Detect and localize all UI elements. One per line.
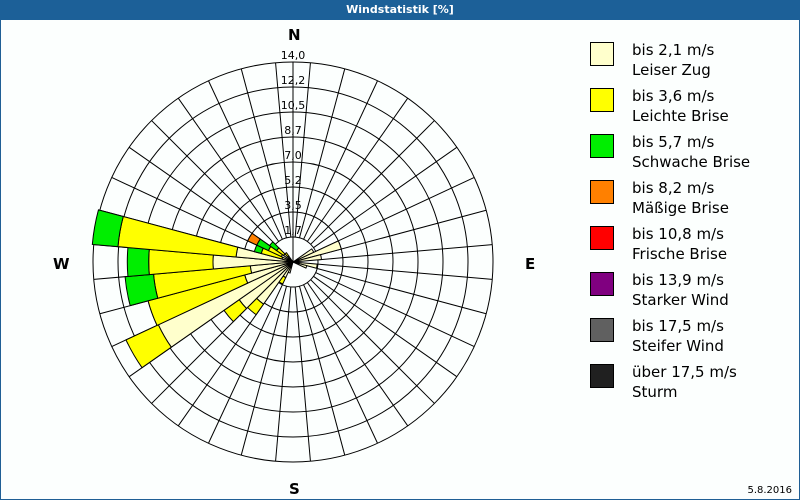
legend-name: Starker Wind — [632, 291, 729, 309]
legend-item: bis 10,8 m/s Frische Brise — [590, 225, 790, 272]
legend-item: bis 8,2 m/s Mäßige Brise — [590, 179, 790, 226]
window-title: Windstatistik [%] — [0, 0, 800, 20]
compass-south-label: S — [289, 480, 300, 498]
grid-spoke — [313, 146, 458, 249]
compass-north-label: N — [288, 26, 301, 44]
grid-spoke — [310, 279, 435, 404]
compass-east-label: E — [525, 255, 536, 273]
grid-spoke — [298, 68, 346, 238]
wind-sector-segment — [268, 241, 280, 252]
radial-tick-label: 5,2 — [284, 174, 302, 187]
radial-tick-label: 7,0 — [284, 149, 302, 162]
wind-rose-plot: 1,7 3,5 5,2 7,0 8,7 10,5 12,2 14,0 — [91, 49, 494, 463]
legend-swatch — [590, 272, 614, 296]
legend-range: bis 2,1 m/s — [632, 41, 715, 59]
legend-item: bis 2,1 m/s Leiser Zug — [590, 41, 790, 88]
grid-spoke — [306, 97, 409, 242]
grid-spoke — [111, 177, 271, 252]
legend-range: bis 17,5 m/s — [632, 317, 724, 335]
legend-range: bis 5,7 m/s — [632, 133, 715, 151]
grid-spoke — [303, 80, 378, 240]
grid-spoke — [298, 286, 346, 456]
wind-sector-segment — [124, 273, 159, 307]
wind-sector-segment — [247, 232, 261, 246]
wind-sector-segment — [292, 253, 323, 263]
wind-rose-chart: 1,7 3,5 5,2 7,0 8,7 10,5 12,2 14,0 N S W E — [0, 20, 800, 500]
grid-spoke — [275, 62, 292, 238]
wind-sector-segment — [284, 251, 290, 258]
grid-spoke — [306, 282, 409, 427]
radial-tick-label: 8,7 — [284, 124, 302, 137]
grid-spoke — [315, 272, 475, 347]
legend-range: bis 8,2 m/s — [632, 179, 715, 197]
radial-tick-label: 1,7 — [284, 224, 302, 237]
legend-swatch — [590, 42, 614, 66]
radial-tick-label: 14,0 — [281, 49, 306, 62]
radial-tick-label: 3,5 — [284, 199, 302, 212]
wind-sector-segment — [292, 240, 342, 263]
legend-swatch — [590, 318, 614, 342]
chart-date: 5.8.2016 — [747, 485, 792, 496]
grid-spoke — [128, 146, 273, 249]
grid-spoke — [310, 120, 435, 245]
legend-swatch — [590, 364, 614, 388]
legend-range: bis 3,6 m/s — [632, 87, 715, 105]
grid-spoke — [317, 244, 493, 261]
legend-item: bis 3,6 m/s Leichte Brise — [590, 87, 790, 134]
grid-spoke — [177, 97, 280, 242]
grid-spoke — [317, 267, 487, 315]
radial-tick-label: 12,2 — [281, 74, 306, 87]
grid-spoke — [240, 286, 288, 456]
wind-sector-segment — [126, 247, 150, 277]
legend-name: Frische Brise — [632, 245, 728, 263]
grid-spoke — [208, 80, 283, 240]
grid-spoke — [317, 263, 493, 280]
legend-item: über 17,5 m/s Sturm — [590, 363, 790, 410]
grid-spoke — [294, 286, 311, 462]
grid-spoke — [294, 62, 311, 238]
wind-sector-segment — [125, 324, 172, 369]
wind-sector-segment — [292, 261, 308, 269]
grid-spoke — [303, 284, 378, 444]
legend-name: Leichte Brise — [632, 107, 729, 125]
legend-name: Steifer Wind — [632, 337, 724, 355]
legend-item: bis 5,7 m/s Schwache Brise — [590, 133, 790, 180]
grid-spoke — [315, 177, 475, 252]
legend-swatch — [590, 226, 614, 250]
legend-name: Mäßige Brise — [632, 199, 729, 217]
legend-swatch — [590, 180, 614, 204]
legend-range: bis 13,9 m/s — [632, 271, 724, 289]
grid-spoke — [240, 68, 288, 238]
legend-name: Leiser Zug — [632, 61, 711, 79]
legend-item: bis 13,9 m/s Starker Wind — [590, 271, 790, 318]
legend-range: bis 10,8 m/s — [632, 225, 724, 243]
legend-name: Schwache Brise — [632, 153, 751, 171]
compass-west-label: W — [53, 255, 70, 273]
wind-sector-segment — [91, 209, 124, 248]
legend-swatch — [590, 88, 614, 112]
legend-swatch — [590, 134, 614, 158]
grid-spoke — [317, 209, 487, 257]
grid-spoke — [313, 275, 458, 378]
legend-item: bis 17,5 m/s Steifer Wind — [590, 317, 790, 364]
grid-spoke — [151, 120, 276, 245]
grid-spoke — [275, 286, 292, 462]
legend-range: über 17,5 m/s — [632, 363, 737, 381]
legend-name: Sturm — [632, 383, 678, 401]
grid-spoke — [208, 284, 283, 444]
legend: bis 2,1 m/s Leiser Zug bis 3,6 m/s Leich… — [590, 41, 790, 410]
radial-tick-label: 10,5 — [281, 99, 306, 112]
